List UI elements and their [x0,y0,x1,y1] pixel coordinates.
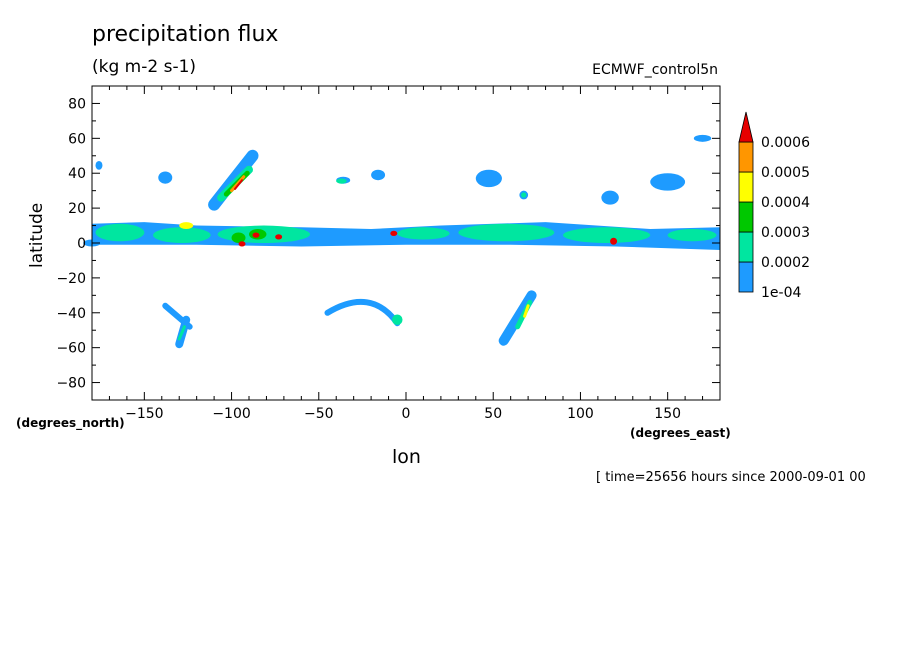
itcz-core [458,223,555,242]
x-tick-label: 100 [567,406,594,422]
y-tick-label: 0 [77,236,86,252]
colorbar-overflow-triangle [738,111,754,143]
x-tick-label: 0 [402,406,411,422]
itcz-core [563,227,651,243]
itcz-max [275,234,283,240]
x-tick-label: −150 [125,406,163,422]
colorbar-label: 0.0002 [761,255,810,271]
itcz-core [153,227,211,243]
colorbar-label: 0.0005 [761,165,810,181]
itcz-core [397,227,450,240]
itcz-max [252,232,260,238]
y-tick-label: −40 [56,306,86,322]
precip-field [83,134,720,349]
itcz-strong [231,232,246,243]
precip-cell [650,173,686,191]
x-tick-label: −50 [304,406,334,422]
precip-cell [693,134,712,142]
precip-cell [601,190,619,205]
x-tick-label: 150 [654,406,681,422]
storm-band-south-indian [523,304,530,318]
y-tick-label: 40 [68,166,86,182]
precip-cell [158,171,173,184]
colorbar-segment [738,261,754,293]
colorbar-segment [738,171,754,203]
y-tick-label: −60 [56,341,86,357]
storm-band-south-pacific [324,298,401,327]
storm-band-north [230,175,246,193]
itcz-core [95,223,145,242]
itcz-peak [179,222,194,230]
y-tick-label: −20 [56,271,86,287]
itcz-max [390,230,398,237]
precip-cell [371,169,386,181]
chart-title: precipitation flux [92,22,279,47]
y-tick-label: 20 [68,201,86,217]
x-axis: −150 −100 −50 0 50 100 150 [91,86,721,422]
x-tick-label: 50 [484,406,502,422]
precip-cell [95,161,103,170]
storm-band-north [234,179,244,190]
dataset-name: ECMWF_control5n [592,62,718,78]
x-tick-label: −100 [212,406,250,422]
colorbar-label: 0.0004 [761,195,810,211]
itcz-core [667,229,717,242]
storm-core [392,314,403,325]
precip-cell [336,178,347,184]
colorbar-segment [738,141,754,173]
itcz-max [238,241,246,247]
x-axis-unit: (degrees_east) [630,426,731,440]
y-axis: 80 60 40 20 0 −20 −40 −60 −80 [56,85,720,401]
x-axis-label: lon [392,446,421,468]
colorbar-label: 0.0003 [761,225,810,241]
y-axis-unit: (degrees_north) [16,416,125,430]
colorbar: 1e-04 0.0002 0.0003 0.0004 0.0005 0.0006 [738,111,810,301]
colorbar-segment [738,201,754,233]
y-tick-label: 60 [68,131,86,147]
precip-cell [521,192,527,198]
y-tick-label: 80 [68,96,86,112]
colorbar-label: 0.0006 [761,135,810,151]
time-annotation: [ time=25656 hours since 2000-09-01 00 [596,470,866,485]
chart-units: (kg m-2 s-1) [92,57,197,77]
y-tick-label: −80 [56,376,86,392]
colorbar-segment [738,231,754,263]
precip-cell [475,169,502,188]
storm-band-south-west [177,325,186,341]
colorbar-label: 1e-04 [761,285,801,301]
itcz-max [610,237,618,245]
